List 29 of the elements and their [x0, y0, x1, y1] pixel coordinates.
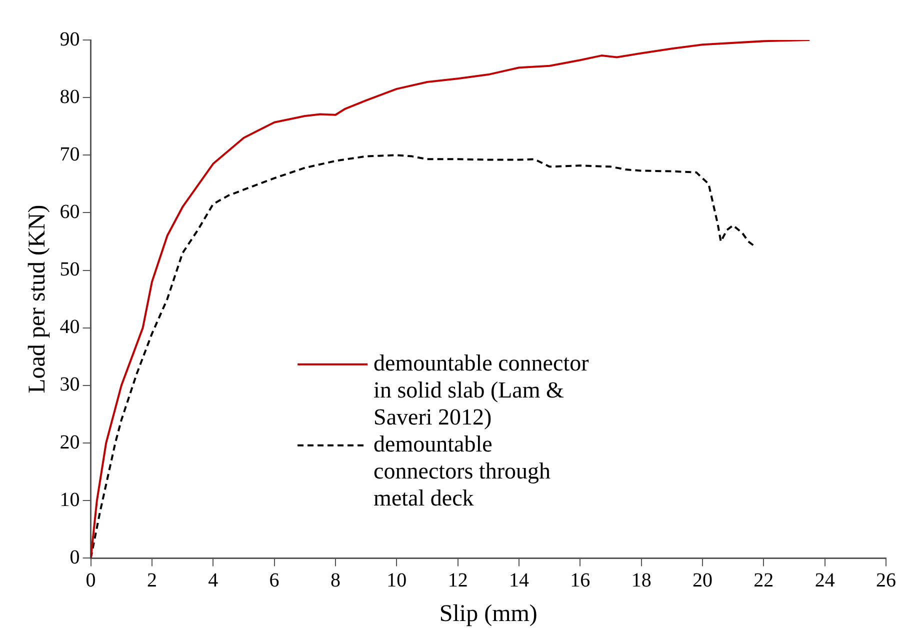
x-axis-title: Slip (mm) [439, 600, 538, 627]
y-tick-label: 20 [60, 431, 80, 454]
y-tick-label: 0 [70, 546, 80, 568]
x-tick-label: 4 [208, 569, 218, 592]
y-tick-label: 90 [60, 28, 80, 50]
x-tick-label: 18 [631, 569, 652, 592]
y-tick-label: 70 [60, 143, 80, 166]
x-tick-label: 26 [876, 569, 896, 592]
x-tick-label: 14 [508, 569, 529, 592]
x-tick-label: 24 [814, 569, 835, 592]
y-axis-title: Load per stud (KN) [24, 204, 51, 394]
y-tick-label: 80 [60, 86, 80, 108]
legend-label: demountable connector in solid slab (Lam & Saveri 2012) [374, 350, 590, 430]
x-tick-label: 22 [754, 569, 774, 592]
x-tick-label: 6 [269, 569, 280, 592]
y-tick-label: 60 [60, 200, 80, 223]
x-tick-label: 2 [146, 569, 157, 592]
x-tick-label: 10 [386, 569, 407, 592]
legend-label: demountable connectors through metal deck [374, 431, 551, 510]
x-tick-label: 8 [330, 569, 340, 592]
line-series [90, 154, 756, 558]
x-tick-label: 0 [86, 569, 96, 592]
x-tick-label: 16 [570, 569, 590, 592]
x-tick-label: 12 [448, 569, 468, 592]
y-tick-label: 30 [60, 374, 80, 396]
y-tick-label: 50 [60, 258, 80, 281]
x-tick-label: 20 [692, 569, 712, 592]
y-tick-label: 40 [60, 316, 80, 338]
y-tick-label: 10 [60, 488, 80, 511]
